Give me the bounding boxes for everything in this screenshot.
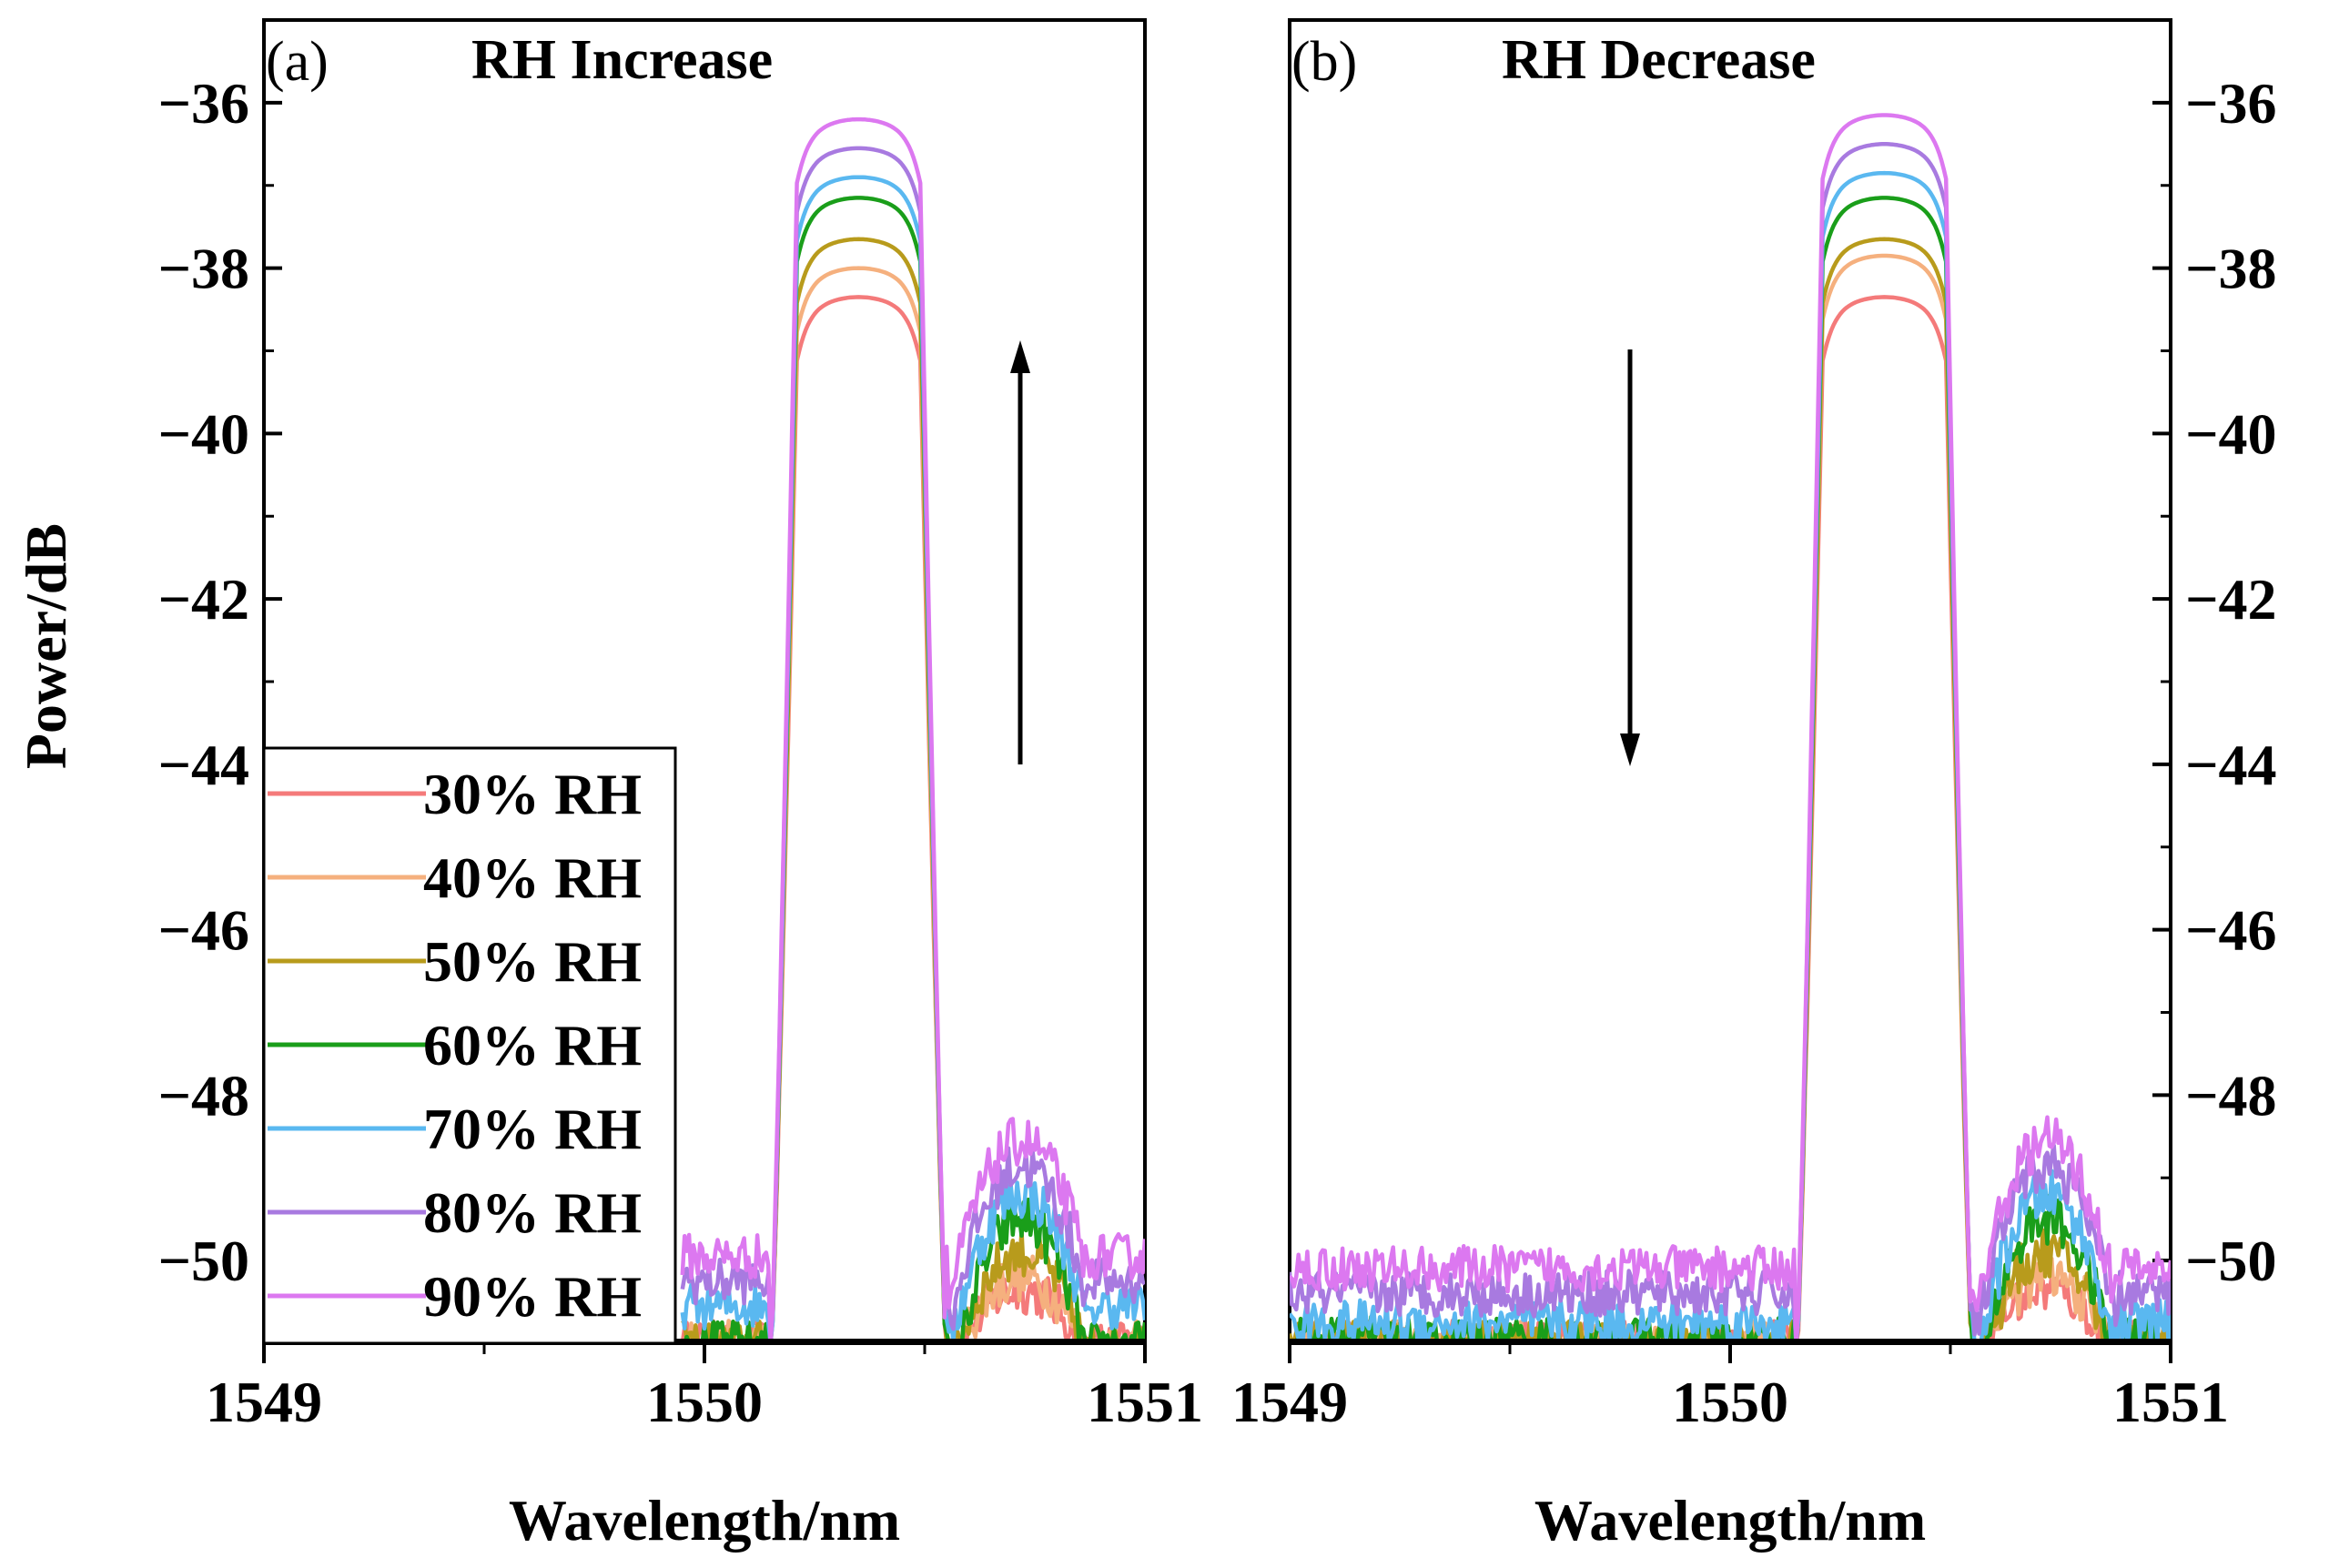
x-tick-label: 1551 [2112,1370,2229,1434]
panel-b-bottom-axis [1290,1339,2171,1343]
legend-label: 40% RH [423,845,642,910]
x-tick-label: 1550 [646,1370,763,1434]
panel-a-bottom-axis [264,1339,1145,1343]
legend-label: 80% RH [423,1180,642,1245]
series-line-50-rh [681,237,1145,1343]
y-tick-label: −40 [2185,401,2276,466]
increase-arrow [1010,340,1030,764]
y-tick-label: −42 [158,567,249,632]
y-tick-label: −44 [2185,733,2276,797]
series-line-30-rh [680,295,1145,1343]
legend-label: 50% RH [423,929,642,994]
panel-b-series [1290,113,2171,1343]
series-line-70-rh [1290,170,2171,1343]
y-tick-label: −48 [2185,1063,2276,1128]
series-line-60-rh [1290,196,2171,1343]
panel-b-ticks [1288,18,2172,1363]
panel-a-y-tick-labels: −36 −38 −40 −42 −44 −46 −48 −50 [158,71,249,1293]
y-tick-label: −46 [158,898,249,963]
x-tick-label: 1551 [1087,1370,1203,1434]
panel-b-x-tick-labels: 1549 1550 1551 [1231,1370,2229,1434]
panel-a-x-tick-labels: 1549 1550 1551 [206,1370,1203,1434]
x-tick-label: 1549 [206,1370,322,1434]
panel-a-rh-increase: (a) RH Increase 30% RH 40% RH 50% RH 60% RH… [158,18,1203,1553]
panel-b-title: RH Decrease [1502,29,1816,91]
y-tick-label: −38 [158,237,249,301]
series-line-90-rh [1290,113,2171,1343]
series-line-60-rh [682,196,1145,1343]
legend-label: 60% RH [423,1013,642,1077]
x-tick-label: 1549 [1231,1370,1348,1434]
legend-label: 30% RH [423,762,642,826]
series-line-70-rh [680,175,1145,1343]
y-tick-label: −42 [2185,567,2276,632]
panel-b-x-axis-title: Wavelength/nm [1534,1488,1926,1553]
series-line-90-rh [680,116,1145,1343]
panel-a-series [680,116,1145,1343]
y-axis-title: Power/dB [14,523,78,769]
series-line-80-rh [1290,142,2171,1343]
y-tick-label: −38 [2185,237,2276,301]
decrease-arrow [1620,349,1640,766]
series-line-80-rh [680,146,1145,1343]
y-tick-label: −44 [158,733,249,797]
y-tick-label: −50 [2185,1229,2276,1293]
y-tick-label: −40 [158,401,249,466]
panel-a-title: RH Increase [471,29,773,91]
y-tick-label: −48 [158,1063,249,1128]
panel-b-rh-decrease: (b) RH Decrease 1549 1550 1551 −36 −38 −40 −4… [1231,18,2276,1553]
legend-label: 90% RH [423,1264,642,1329]
panel-a-x-axis-title: Wavelength/nm [509,1488,900,1553]
x-tick-label: 1550 [1672,1370,1788,1434]
panel-a-tag: (a) [266,31,329,93]
panel-b-tag: (b) [1291,31,1357,93]
legend-label: 70% RH [423,1097,642,1161]
series-line-30-rh [1290,295,2171,1343]
y-tick-label: −46 [2185,898,2276,963]
legend: 30% RH 40% RH 50% RH 60% RH 70% RH 80% RH 90% … [262,746,677,1345]
y-tick-label: −36 [158,71,249,136]
y-tick-label: −50 [158,1229,249,1293]
series-line-40-rh [682,266,1145,1343]
panel-b-y-tick-labels: −36 −38 −40 −42 −44 −46 −48 −50 [2185,71,2276,1293]
y-tick-label: −36 [2185,71,2276,136]
